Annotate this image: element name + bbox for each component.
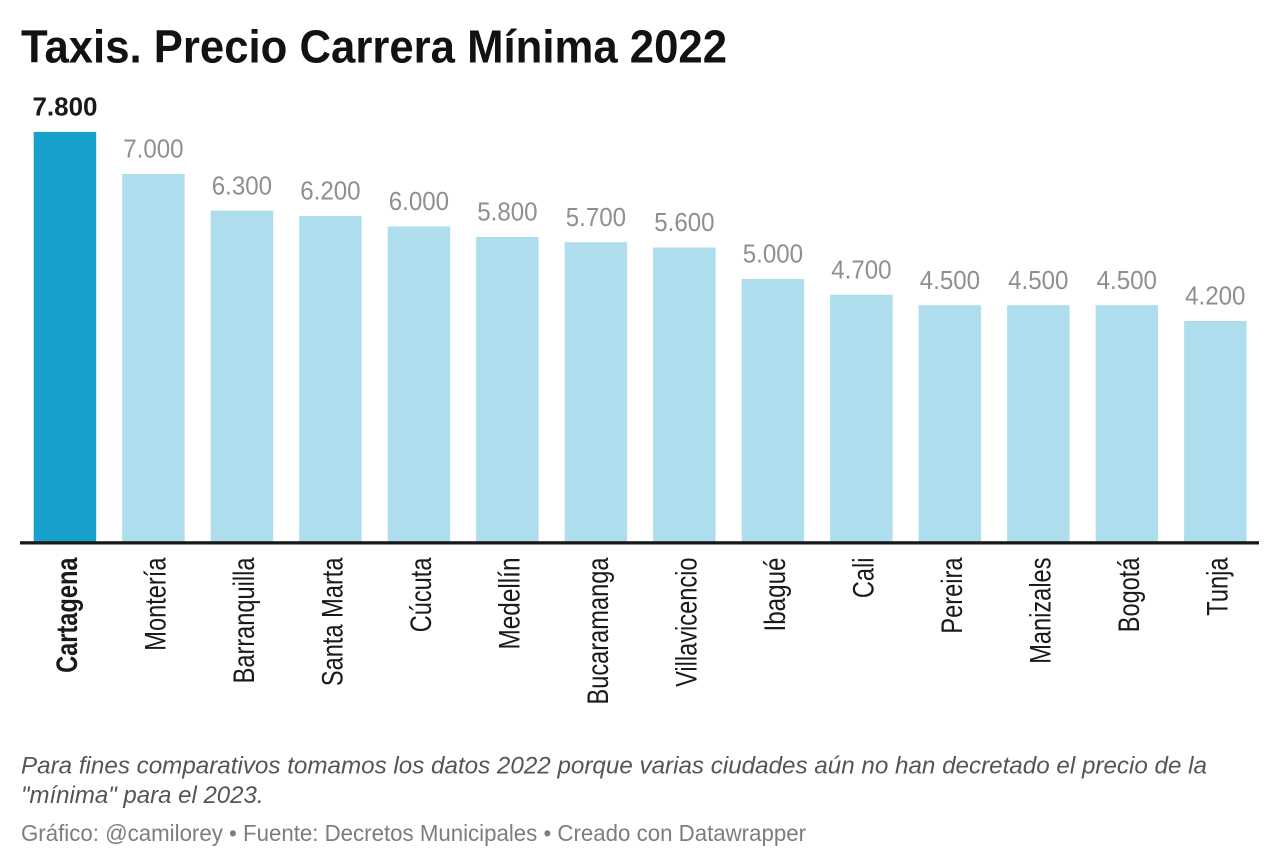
svg-text:Santa Marta: Santa Marta (316, 557, 349, 686)
svg-text:Gráfico: @camilorey • Fuente:: Gráfico: @camilorey • Fuente: Decretos M… (21, 820, 806, 846)
svg-text:6.000: 6.000 (389, 186, 449, 216)
svg-text:5.000: 5.000 (743, 239, 803, 269)
svg-text:Taxis. Precio Carrera Mínima 2: Taxis. Precio Carrera Mínima 2022 (21, 21, 727, 73)
svg-text:4.500: 4.500 (920, 265, 980, 295)
svg-text:5.800: 5.800 (477, 197, 537, 227)
svg-text:Ibagué: Ibagué (759, 558, 792, 632)
svg-text:Cali: Cali (847, 558, 880, 599)
svg-text:Villavicencio: Villavicencio (670, 558, 703, 687)
svg-text:Medellín: Medellín (493, 558, 526, 650)
svg-text:Bogotá: Bogotá (1113, 557, 1146, 632)
svg-text:Manizales: Manizales (1024, 558, 1057, 664)
svg-text:6.300: 6.300 (212, 170, 272, 200)
svg-text:Para fines comparativos tomamo: Para fines comparativos tomamos los dato… (21, 753, 1207, 780)
svg-text:5.600: 5.600 (654, 207, 714, 237)
svg-text:Barranquilla: Barranquilla (228, 557, 261, 683)
svg-text:4.700: 4.700 (831, 254, 891, 284)
svg-text:4.500: 4.500 (1097, 265, 1157, 295)
svg-text:Cartagena: Cartagena (51, 557, 84, 673)
svg-text:Montería: Montería (139, 557, 172, 650)
svg-text:7.800: 7.800 (32, 92, 97, 122)
svg-text:5.700: 5.700 (566, 202, 626, 232)
svg-text:7.000: 7.000 (123, 134, 183, 164)
svg-text:"mínima" para el 2023.: "mínima" para el 2023. (21, 782, 264, 809)
svg-text:6.200: 6.200 (300, 176, 360, 206)
svg-text:Pereira: Pereira (936, 557, 969, 633)
svg-text:4.200: 4.200 (1185, 281, 1245, 311)
svg-text:Tunja: Tunja (1201, 557, 1234, 615)
svg-text:Cúcuta: Cúcuta (405, 557, 438, 632)
svg-text:4.500: 4.500 (1008, 265, 1068, 295)
svg-text:Bucaramanga: Bucaramanga (582, 557, 615, 704)
